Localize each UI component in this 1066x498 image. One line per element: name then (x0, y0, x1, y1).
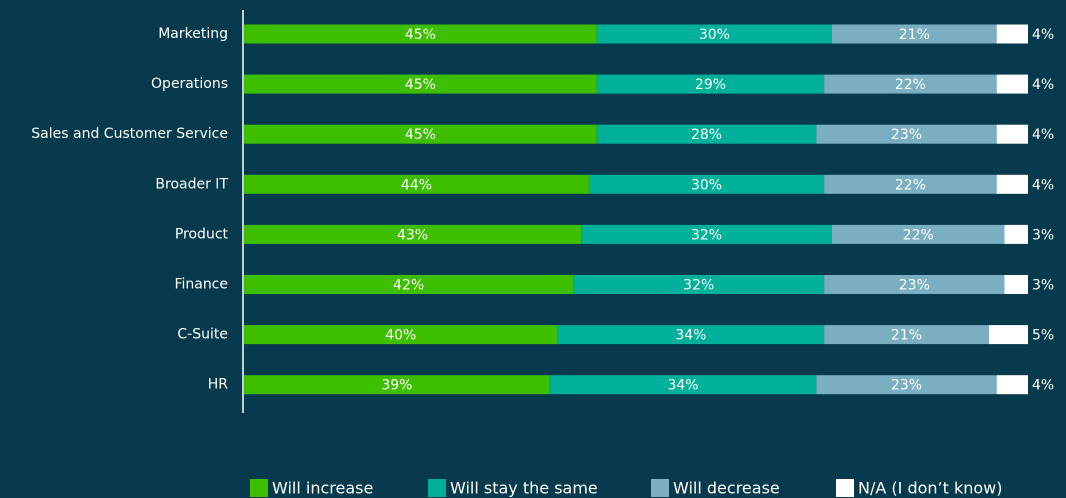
bar-segment (816, 124, 997, 144)
bar-segment (988, 325, 1028, 345)
value-label: 4% (1032, 177, 1054, 193)
bar-segment (244, 124, 597, 144)
value-label: 43% (397, 227, 428, 243)
legend-swatch (250, 479, 268, 497)
bar-segment (581, 224, 832, 244)
value-label: 45% (405, 127, 436, 143)
value-label: 30% (699, 27, 730, 43)
category-label: Finance (174, 277, 228, 293)
value-label: 40% (385, 328, 416, 344)
value-label: 4% (1032, 127, 1054, 143)
category-label: Operations (151, 76, 228, 92)
category-label: Broader IT (155, 176, 228, 192)
bar-segment (996, 174, 1028, 194)
bar-segment (573, 275, 825, 294)
value-label: 3% (1032, 278, 1054, 294)
bar-segment (244, 74, 597, 94)
value-label: 3% (1032, 227, 1054, 243)
bar-segment (244, 24, 597, 44)
value-label: 22% (895, 177, 926, 193)
bar-segment (596, 74, 825, 94)
bar-segment (596, 124, 817, 144)
bar-segment (244, 174, 589, 194)
category-label: C-Suite (177, 327, 228, 343)
legend-label: Will decrease (673, 479, 780, 498)
bar-segment (824, 325, 989, 345)
value-label: 34% (667, 378, 698, 394)
bar-segment (824, 174, 997, 194)
bar-segment (1004, 275, 1028, 294)
category-label: HR (208, 377, 229, 393)
value-label: 5% (1032, 328, 1054, 344)
value-label: 4% (1032, 378, 1054, 394)
value-label: 4% (1032, 27, 1054, 43)
value-label: 23% (899, 278, 930, 294)
legend-swatch (836, 479, 854, 497)
value-label: 23% (891, 127, 922, 143)
category-label: Product (175, 226, 229, 242)
bar-segment (1004, 224, 1028, 244)
value-label: 44% (401, 177, 432, 193)
value-label: 34% (675, 328, 706, 344)
bar-segment (557, 325, 825, 345)
bar-segment (588, 174, 825, 194)
value-label: 21% (891, 328, 922, 344)
category-label: Marketing (158, 26, 228, 42)
legend-label: Will increase (272, 479, 373, 498)
value-label: 29% (695, 77, 726, 93)
value-label: 23% (891, 378, 922, 394)
value-label: 30% (691, 177, 722, 193)
value-label: 45% (405, 77, 436, 93)
legend-label: N/A (I don’t know) (858, 479, 1003, 498)
legend-swatch (428, 479, 446, 497)
bar-segment (244, 375, 550, 395)
bar-segment (832, 24, 997, 44)
bar-segment (816, 375, 997, 395)
category-label: Sales and Customer Service (31, 126, 228, 142)
bar-segment (832, 224, 1005, 244)
legend-swatch (651, 479, 669, 497)
bar-segment (996, 375, 1028, 395)
bar-segment (996, 24, 1028, 44)
value-label: 32% (683, 278, 714, 294)
bar-segment (244, 224, 582, 244)
legend-label: Will stay the same (450, 479, 598, 498)
value-label: 22% (895, 77, 926, 93)
bar-segment (596, 24, 832, 44)
value-label: 21% (899, 27, 930, 43)
bar-segment (996, 124, 1028, 144)
value-label: 28% (691, 127, 722, 143)
value-label: 42% (393, 278, 424, 294)
bar-segment (996, 74, 1028, 94)
bar-segment (824, 74, 997, 94)
value-label: 4% (1032, 77, 1054, 93)
bar-segment (549, 375, 817, 395)
value-label: 32% (691, 227, 722, 243)
bar-segment (244, 275, 574, 294)
value-label: 22% (903, 227, 934, 243)
value-label: 45% (405, 27, 436, 43)
bar-segment (824, 275, 1005, 294)
value-label: 39% (381, 378, 412, 394)
bar-segment (244, 325, 558, 345)
